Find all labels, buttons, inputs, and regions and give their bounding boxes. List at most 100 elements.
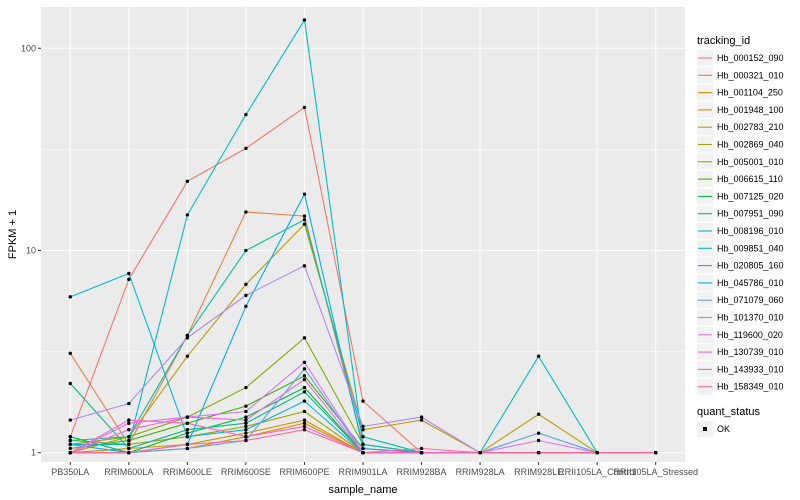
x-tick-label: RRIM928BA: [397, 467, 447, 477]
data-point: [68, 451, 72, 455]
legend-label: Hb_020805_160: [717, 261, 784, 271]
x-tick-label: RRIM928LA: [456, 467, 505, 477]
data-point: [302, 421, 307, 425]
data-point: [68, 435, 72, 439]
data-point: [361, 451, 365, 455]
data-point: [654, 451, 658, 455]
data-point: [419, 446, 424, 451]
data-point: [302, 214, 307, 218]
data-point: [536, 412, 541, 416]
data-point: [68, 446, 72, 451]
data-point: [68, 351, 72, 356]
data-point: [244, 421, 248, 425]
shape-legend: quant_status OK: [697, 406, 760, 437]
y-tick-label: 10: [26, 246, 36, 256]
data-point: [185, 354, 190, 358]
data-point: [127, 438, 131, 443]
data-point: [302, 105, 307, 110]
data-point: [302, 390, 307, 394]
x-tick-label: PB350LA: [51, 467, 89, 477]
legend-label: Hb_008196_010: [717, 226, 784, 236]
x-axis: PB350LA RRIM600LA RRIM600LE RRIM600SE RRIM60…: [51, 462, 698, 477]
data-point: [536, 438, 541, 443]
x-tick-label: RRII105LA_Stressed: [613, 467, 698, 477]
data-point: [302, 428, 307, 432]
shape-legend-marker: [703, 427, 707, 431]
data-point: [185, 336, 190, 340]
legend-item: Hb_000152_090: [697, 50, 784, 66]
legend-item: Hb_006615_110: [697, 171, 783, 188]
legend-item: Hb_119600_020: [697, 326, 783, 343]
shape-legend-label: OK: [717, 424, 730, 434]
legend-item: Hb_007951_090: [697, 205, 784, 222]
data-point: [595, 451, 599, 455]
y-axis-title: FPKM + 1: [7, 210, 19, 259]
data-point: [185, 333, 190, 338]
legend-item: Hb_001104_250: [697, 84, 783, 101]
data-point: [244, 404, 248, 408]
data-point: [302, 192, 307, 196]
series-points: [68, 18, 658, 455]
data-point: [244, 409, 248, 414]
legend-item: Hb_158349_010: [697, 378, 784, 395]
data-point: [419, 418, 424, 422]
data-point: [244, 385, 248, 390]
data-point: [244, 293, 248, 298]
legend-item: Hb_045786_010: [697, 274, 784, 291]
data-point: [244, 112, 248, 117]
legend-item: Hb_143933_010: [697, 361, 784, 378]
data-point: [68, 442, 72, 447]
data-point: [185, 442, 190, 447]
data-point: [127, 435, 131, 439]
data-point: [302, 360, 307, 365]
legend-item: Hb_000321_010: [697, 67, 784, 84]
legend-label: Hb_130739_010: [717, 347, 784, 357]
data-point: [302, 264, 307, 268]
data-point: [68, 381, 72, 386]
data-point: [185, 435, 190, 439]
data-point: [244, 431, 248, 435]
data-point: [478, 451, 482, 455]
legend-label: Hb_119600_020: [717, 330, 783, 340]
data-point: [244, 282, 248, 287]
data-point: [302, 18, 307, 22]
shape-legend-title: quant_status: [697, 406, 760, 418]
data-point: [302, 218, 307, 222]
shape-legend-item: OK: [697, 421, 730, 437]
data-point: [68, 438, 72, 443]
legend-item: Hb_020805_160: [697, 257, 784, 274]
data-point: [361, 399, 365, 403]
data-point: [127, 428, 131, 432]
legend-label: Hb_071079_060: [717, 295, 784, 305]
y-tick-label: 100: [21, 43, 36, 53]
legend-label: Hb_101370_010: [717, 313, 784, 323]
data-point: [302, 424, 307, 429]
data-point: [185, 415, 190, 419]
legend-item: Hb_009851_040: [697, 240, 784, 257]
x-tick-label: RRIM600LA: [104, 467, 153, 477]
legend-label: Hb_158349_010: [717, 382, 784, 392]
legend-label: Hb_143933_010: [717, 364, 784, 374]
data-point: [302, 367, 307, 371]
x-tick-label: RRII105LA_Control: [558, 467, 636, 477]
data-point: [127, 442, 131, 447]
data-point: [127, 277, 131, 282]
data-point: [127, 271, 131, 276]
data-point: [536, 354, 541, 358]
data-point: [127, 421, 131, 425]
data-point: [536, 431, 541, 435]
data-point: [244, 424, 248, 429]
data-point: [302, 222, 307, 226]
legend-item: Hb_007125_020: [697, 188, 784, 205]
data-point: [361, 435, 365, 439]
legend-label: Hb_006615_110: [717, 174, 783, 184]
data-point: [185, 431, 190, 435]
data-point: [185, 428, 190, 432]
data-point: [419, 415, 424, 419]
data-point: [302, 385, 307, 390]
x-tick-label: RRIM901LA: [338, 467, 387, 477]
data-point: [361, 442, 365, 447]
legend-label: Hb_000152_090: [717, 53, 784, 63]
legend-item: Hb_071079_060: [697, 292, 784, 309]
